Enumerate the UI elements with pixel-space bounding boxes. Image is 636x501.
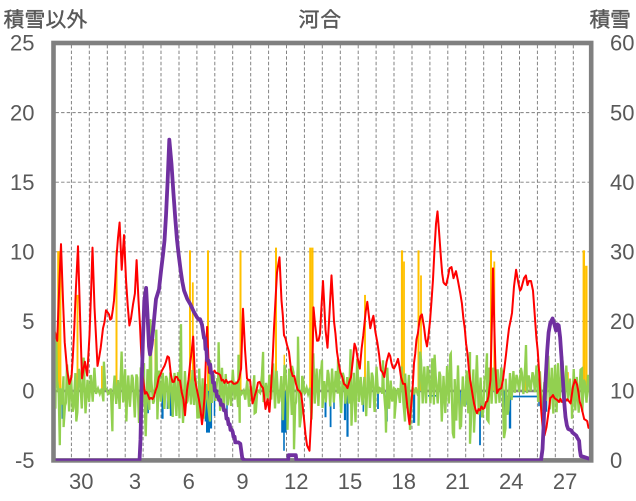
svg-text:-5: -5 [15,448,35,473]
svg-text:40: 40 [610,170,634,195]
svg-text:10: 10 [10,239,34,264]
svg-text:5: 5 [22,309,34,334]
svg-text:10: 10 [610,379,634,404]
svg-text:24: 24 [499,469,523,494]
svg-text:3: 3 [129,469,141,494]
svg-text:21: 21 [445,469,469,494]
svg-text:15: 15 [10,170,34,195]
svg-text:50: 50 [610,100,634,125]
svg-text:60: 60 [610,31,634,56]
svg-text:20: 20 [610,309,634,334]
svg-text:0: 0 [610,448,622,473]
svg-text:18: 18 [392,469,416,494]
svg-text:20: 20 [10,100,34,125]
svg-text:30: 30 [69,469,93,494]
svg-text:9: 9 [236,469,248,494]
svg-text:6: 6 [183,469,195,494]
svg-text:27: 27 [553,469,577,494]
svg-text:25: 25 [10,31,34,56]
svg-text:15: 15 [338,469,362,494]
svg-text:30: 30 [610,239,634,264]
svg-text:12: 12 [284,469,308,494]
svg-text:0: 0 [22,379,34,404]
